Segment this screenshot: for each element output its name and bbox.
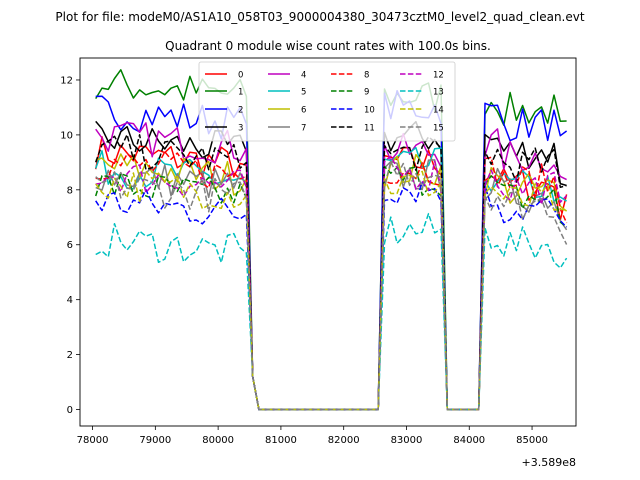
legend-label-7: 7 xyxy=(301,124,306,134)
legend-label-9: 9 xyxy=(364,88,369,98)
legend-label-10: 10 xyxy=(364,106,375,116)
y-tick-label: 2 xyxy=(67,350,73,361)
x-tick-label: 82000 xyxy=(328,435,360,446)
legend-label-8: 8 xyxy=(364,71,369,81)
x-axis: 78000 79000 80000 81000 82000 83000 84000 85000 xyxy=(77,426,548,446)
legend-label-4: 4 xyxy=(301,71,306,81)
plot-frame xyxy=(79,57,577,427)
legend-label-12: 12 xyxy=(433,71,444,81)
x-tick-label: 79000 xyxy=(139,435,171,446)
x-offset-text: +3.589e8 xyxy=(522,456,576,469)
legend-label-15: 15 xyxy=(433,124,444,134)
legend-label-2: 2 xyxy=(238,106,243,116)
y-axis: 0 2 4 6 8 10 12 xyxy=(60,75,80,416)
x-tick-label: 85000 xyxy=(516,435,548,446)
legend-label-6: 6 xyxy=(301,106,306,116)
y-tick-label: 10 xyxy=(60,130,73,141)
x-tick-label: 81000 xyxy=(265,435,297,446)
legend-label-1: 1 xyxy=(238,88,243,98)
x-tick-label: 78000 xyxy=(77,435,109,446)
lines-layer xyxy=(94,69,568,411)
x-tick-label: 84000 xyxy=(453,435,485,446)
legend-label-13: 13 xyxy=(433,88,444,98)
y-tick-label: 6 xyxy=(67,240,73,251)
legend-label-0: 0 xyxy=(238,71,243,81)
y-tick-label: 12 xyxy=(60,75,73,86)
legend-label-3: 3 xyxy=(238,124,243,134)
legend-label-11: 11 xyxy=(364,124,375,134)
legend-box xyxy=(198,61,456,142)
legend-label-14: 14 xyxy=(433,106,444,116)
legend-label-5: 5 xyxy=(301,88,306,98)
figure-suptitle: Plot for file: modeM0/AS1A10_058T03_9000… xyxy=(55,10,584,24)
x-tick-label: 83000 xyxy=(391,435,423,446)
chart-title: Quadrant 0 module wise count rates with … xyxy=(165,39,491,53)
y-tick-label: 0 xyxy=(67,405,73,416)
series-line-15 xyxy=(95,160,568,411)
y-tick-label: 8 xyxy=(67,185,73,196)
x-tick-label: 80000 xyxy=(202,435,234,446)
y-tick-label: 4 xyxy=(67,295,73,306)
series-line-14 xyxy=(95,170,567,411)
